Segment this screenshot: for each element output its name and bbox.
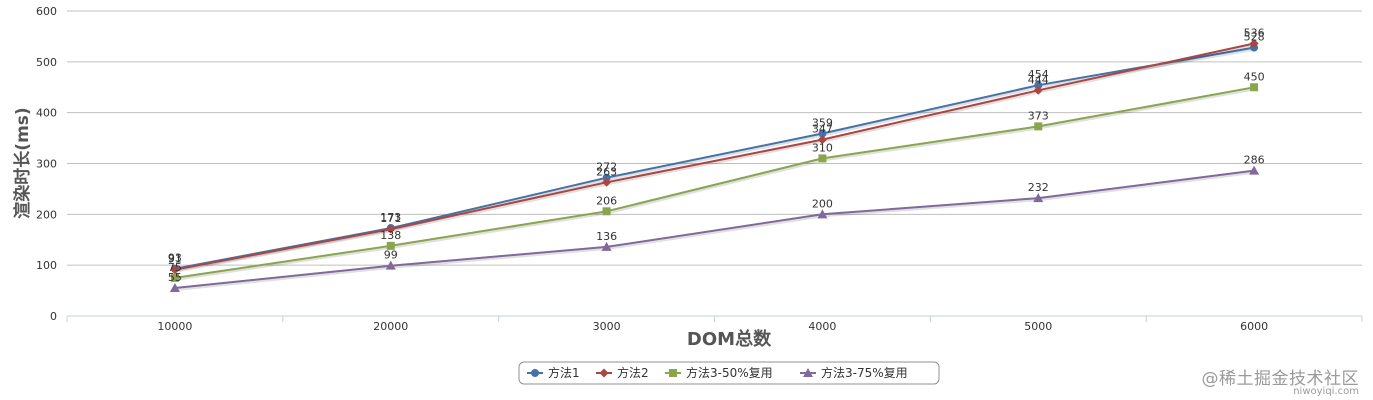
data-label: 200 <box>812 197 833 210</box>
y-tick-label: 200 <box>36 208 57 221</box>
legend-box <box>518 361 940 385</box>
y-tick-label: 0 <box>50 310 57 323</box>
data-label: 136 <box>596 230 617 243</box>
data-label: 263 <box>596 165 617 178</box>
data-label: 536 <box>1244 27 1265 40</box>
data-point <box>386 224 396 234</box>
data-label: 206 <box>596 194 617 207</box>
grid-lines <box>67 10 1362 317</box>
data-label: 359 <box>812 117 833 130</box>
data-label: 373 <box>1028 109 1049 122</box>
y-axis-title: 渲染时长(ms) <box>12 107 33 218</box>
y-tick-label: 300 <box>36 158 57 171</box>
legend-label: 方法1 <box>548 365 580 380</box>
legend-label: 方法2 <box>617 365 649 380</box>
series-line-shadow <box>175 86 1256 281</box>
series-line-shadow <box>175 46 1256 272</box>
data-point <box>170 265 180 275</box>
data-point <box>602 177 612 187</box>
x-tick-label: 3000 <box>593 320 621 333</box>
x-tick-label: 10000 <box>157 320 192 333</box>
data-label: 347 <box>812 123 833 136</box>
data-point <box>170 273 179 282</box>
data-label: 55 <box>168 271 182 284</box>
y-tick-label: 100 <box>36 259 57 272</box>
x-axis: 10000 20000 3000 4000 5000 6000 <box>66 315 1363 333</box>
legend-marker <box>803 368 813 377</box>
legend-item: 方法3-75%复用 <box>800 365 908 380</box>
data-point <box>169 283 180 293</box>
x-axis-title: DOM总数 <box>687 328 772 350</box>
legend-item: 方法3-50%复用 <box>665 365 773 380</box>
data-point <box>1249 165 1260 175</box>
data-label: 91 <box>168 253 182 266</box>
legend-marker <box>531 369 539 377</box>
data-label: 171 <box>380 212 401 225</box>
data-label: 138 <box>380 229 401 242</box>
series-line <box>174 86 1255 279</box>
series-line <box>174 42 1255 271</box>
legend-marker <box>669 369 677 377</box>
data-label: 99 <box>384 249 398 262</box>
data-point <box>818 154 827 163</box>
legend-label: 方法3-75%复用 <box>821 365 908 380</box>
data-point <box>1034 81 1043 90</box>
data-label: 286 <box>1244 154 1265 167</box>
data-label: 272 <box>596 161 617 174</box>
legend-item: 方法1 <box>527 365 580 380</box>
x-tick-label: 5000 <box>1024 320 1052 333</box>
legend-marker <box>599 368 609 378</box>
data-point <box>386 241 395 250</box>
data-point <box>601 241 612 251</box>
y-axis-ticks: 0 100 200 300 400 500 600 <box>36 5 57 323</box>
data-point <box>1249 39 1259 49</box>
x-tick-label: 4000 <box>808 320 836 333</box>
data-label: 232 <box>1028 181 1049 194</box>
legend: 方法1 方法2 方法3-50%复用 方法3-75%复用 <box>518 361 940 385</box>
series-line-shadow <box>175 42 1256 273</box>
data-label: 93 <box>168 252 182 265</box>
data-point <box>602 173 611 182</box>
data-point <box>1033 85 1043 95</box>
series-line-shadow <box>175 169 1256 291</box>
data-label: 454 <box>1028 68 1049 81</box>
legend-item: 方法2 <box>596 365 649 380</box>
data-label: 173 <box>380 211 401 224</box>
series-line <box>174 169 1255 289</box>
data-point <box>1250 83 1259 92</box>
x-tick-label: 20000 <box>373 320 408 333</box>
data-label: 310 <box>812 141 833 154</box>
data-labels: 93 173 272 359 454 528 91 171 263 347 444 536 75 138 2… <box>168 27 1265 285</box>
y-tick-label: 500 <box>36 56 57 69</box>
data-point <box>1034 122 1043 131</box>
legend-label: 方法3-50%复用 <box>686 365 773 380</box>
watermark: @稀土掘金技术社区 <box>1201 369 1359 389</box>
watermark-subtext: niwoyiqi.com <box>1293 386 1359 397</box>
series-group <box>169 39 1260 293</box>
data-label: 444 <box>1028 73 1049 86</box>
data-label: 528 <box>1244 31 1265 44</box>
y-tick-label: 400 <box>36 107 57 120</box>
data-point <box>1033 193 1044 203</box>
x-tick-label: 6000 <box>1240 320 1268 333</box>
data-point <box>602 207 611 216</box>
data-point <box>818 129 827 138</box>
data-label: 450 <box>1244 70 1265 83</box>
data-label: 75 <box>168 261 182 274</box>
y-tick-label: 600 <box>36 5 57 18</box>
data-point <box>817 209 828 219</box>
data-point <box>385 260 396 270</box>
data-point <box>817 135 827 145</box>
